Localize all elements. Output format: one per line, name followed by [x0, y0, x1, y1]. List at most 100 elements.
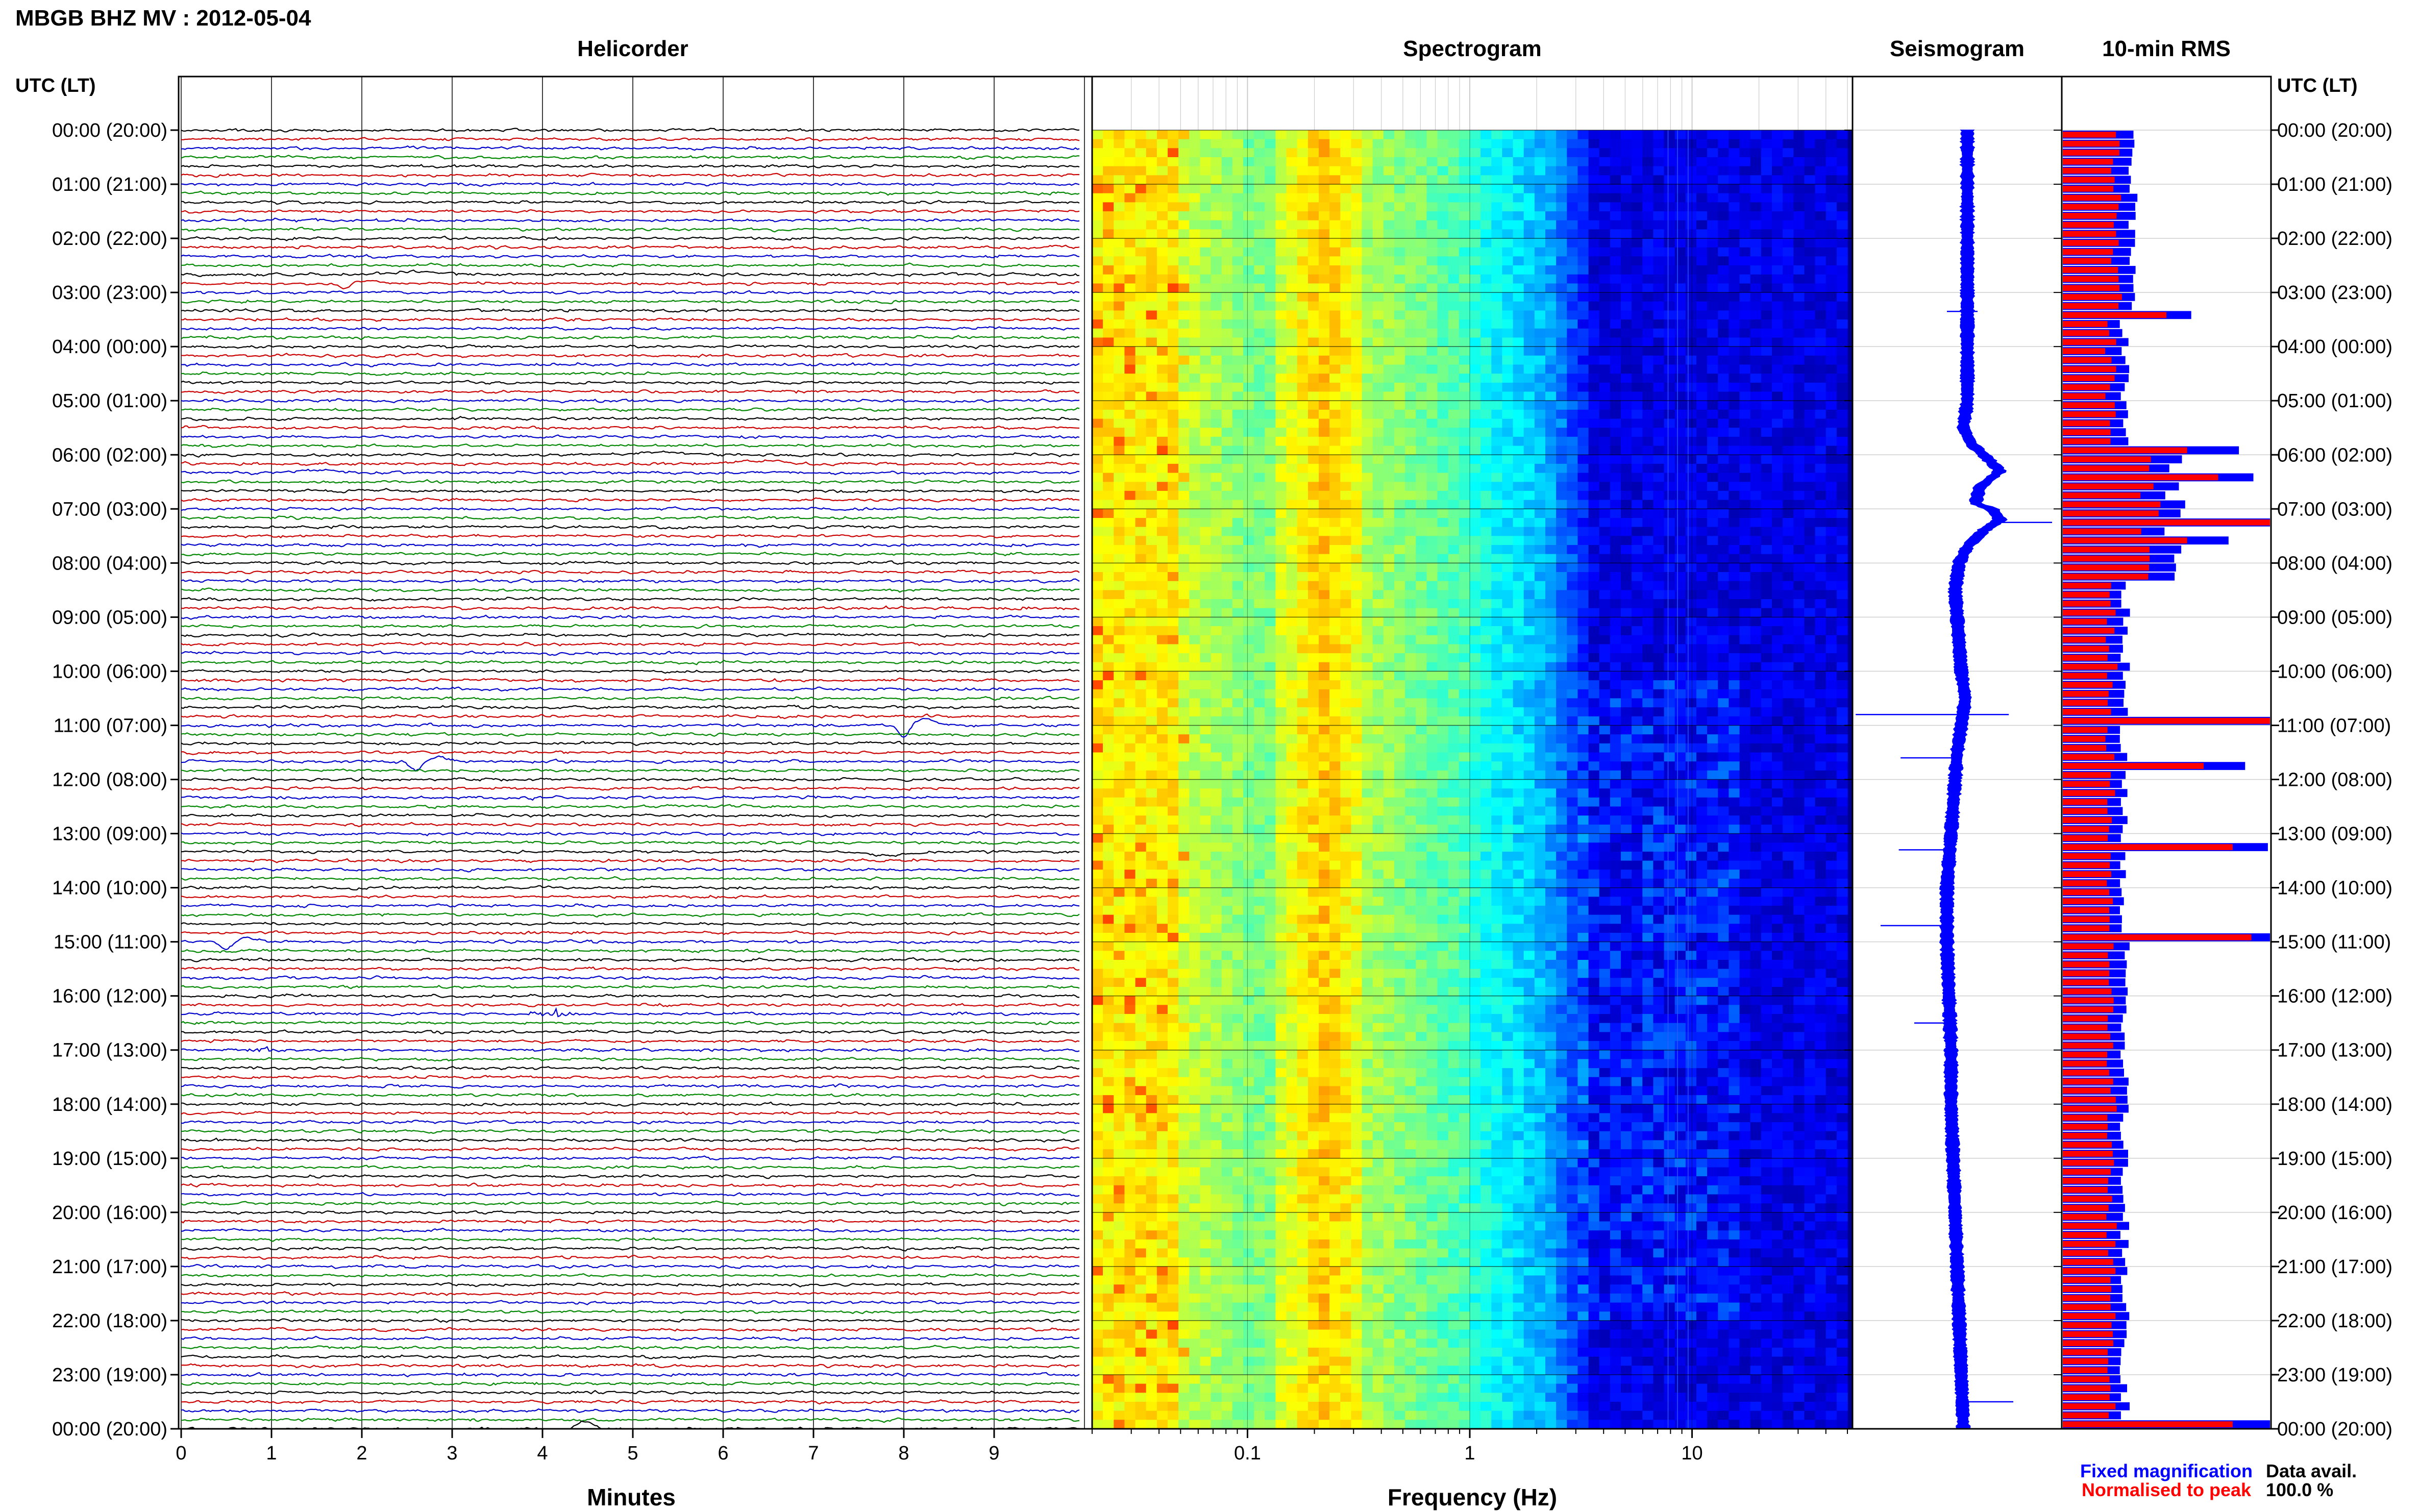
spectrogram-cell	[1610, 490, 1621, 501]
spectrogram-cell	[1232, 337, 1244, 347]
spectrogram-cell	[1707, 554, 1718, 563]
spectrogram-cell	[1232, 743, 1244, 753]
spectrogram-cell	[1653, 364, 1665, 374]
spectrogram-cell	[1351, 220, 1363, 230]
spectrogram-cell	[1286, 193, 1298, 203]
spectrogram-cell	[1707, 743, 1718, 753]
spectrogram-cell	[1685, 518, 1697, 528]
spectrogram-cell	[1426, 473, 1438, 482]
spectrogram-cell	[1254, 355, 1265, 365]
spectrogram-cell	[1211, 455, 1222, 464]
spectrogram-cell	[1200, 391, 1212, 401]
spectrogram-cell	[1545, 707, 1557, 717]
spectrogram-cell	[1534, 590, 1546, 600]
spectrogram-cell	[1772, 401, 1783, 410]
spectrogram-cell	[1416, 238, 1427, 248]
spectrogram-cell	[1146, 761, 1157, 771]
spectrogram-cell	[1718, 193, 1730, 203]
spectrogram-cell	[1189, 211, 1201, 221]
spectrogram-cell	[1556, 455, 1567, 464]
spectrogram-cell	[1513, 220, 1524, 230]
spectrogram-cell	[1178, 518, 1190, 528]
spectrogram-cell	[1103, 653, 1114, 663]
spectrogram-cell	[1221, 247, 1233, 257]
spectrogram-cell	[1502, 364, 1514, 374]
spectrogram-cell	[1265, 391, 1276, 401]
spectrogram-cell	[1632, 229, 1643, 239]
spectrogram-cell	[1254, 139, 1265, 148]
spectrogram-cell	[1621, 418, 1632, 428]
spectrogram-cell	[1135, 346, 1147, 356]
spectrogram-cell	[1696, 725, 1708, 735]
spectrogram-cell	[1221, 482, 1233, 491]
spectrogram-cell	[1189, 202, 1201, 212]
spectrogram-cell	[1265, 283, 1276, 293]
spectrogram-cell	[1718, 635, 1730, 645]
spectrogram-cell	[1783, 148, 1794, 158]
spectrogram-cell	[1588, 256, 1600, 266]
spectrogram-cell	[1696, 743, 1708, 753]
spectrogram-cell	[1405, 689, 1416, 699]
spectrogram-cell	[1124, 256, 1136, 266]
spectrogram-cell	[1307, 509, 1319, 518]
spectrogram-cell	[1567, 401, 1578, 410]
spectrogram-cell	[1761, 617, 1772, 627]
spectrogram-cell	[1394, 518, 1405, 528]
spectrogram-cell	[1750, 707, 1762, 717]
spectrogram-cell	[1783, 256, 1794, 266]
spectrogram-cell	[1146, 581, 1157, 590]
spectrogram-cell	[1459, 391, 1470, 401]
spectrogram-cell	[1491, 220, 1503, 230]
spectrogram-cell	[1545, 418, 1557, 428]
spectrogram-cell	[1772, 707, 1783, 717]
spectrogram-cell	[1340, 148, 1352, 158]
spectrogram-cell	[1297, 139, 1309, 148]
spectrogram-cell	[1534, 743, 1546, 753]
spectrogram-cell	[1232, 680, 1244, 690]
spectrogram-cell	[1588, 752, 1600, 762]
spectrogram-cell	[1534, 184, 1546, 194]
spectrogram-cell	[1275, 581, 1287, 590]
spectrogram-cell	[1114, 256, 1125, 266]
spectrogram-cell	[1707, 698, 1718, 708]
spectrogram-cell	[1513, 545, 1524, 555]
spectrogram-cell	[1729, 536, 1740, 546]
spectrogram-cell	[1761, 265, 1772, 275]
spectrogram-cell	[1232, 301, 1244, 311]
spectrogram-cell	[1632, 238, 1643, 248]
spectrogram-cell	[1502, 319, 1514, 329]
spectrogram-cell	[1696, 374, 1708, 383]
spectrogram-cell	[1459, 374, 1470, 383]
spectrogram-cell	[1124, 725, 1136, 735]
spectrogram-cell	[1459, 536, 1470, 546]
spectrogram-cell	[1804, 707, 1816, 717]
spectrogram-cell	[1092, 418, 1103, 428]
spectrogram-cell	[1221, 662, 1233, 672]
spectrogram-cell	[1739, 238, 1751, 248]
spectrogram-cell	[1696, 572, 1708, 582]
spectrogram-cell	[1674, 274, 1686, 284]
spectrogram-cell	[1729, 283, 1740, 293]
spectrogram-cell	[1523, 599, 1535, 609]
spectrogram-cell	[1836, 698, 1848, 708]
spectrogram-cell	[1815, 626, 1826, 636]
spectrogram-cell	[1329, 265, 1341, 275]
spectrogram-cell	[1254, 662, 1265, 672]
spectrogram-cell	[1772, 509, 1783, 518]
spectrogram-cell	[1718, 590, 1730, 600]
spectrogram-cell	[1577, 436, 1589, 447]
spectrogram-cell	[1297, 644, 1309, 654]
spectrogram-cell	[1513, 274, 1524, 284]
spectrogram-cell	[1718, 157, 1730, 167]
spectrogram-cell	[1275, 148, 1287, 158]
spectrogram-cell	[1610, 157, 1621, 167]
spectrogram-cell	[1750, 518, 1762, 528]
spectrogram-cell	[1405, 463, 1416, 474]
spectrogram-cell	[1632, 193, 1643, 203]
spectrogram-cell	[1523, 319, 1535, 329]
spectrogram-cell	[1319, 202, 1330, 212]
spectrogram-cell	[1362, 193, 1373, 203]
spectrogram-cell	[1836, 617, 1848, 627]
spectrogram-cell	[1124, 671, 1136, 681]
spectrogram-cell	[1653, 428, 1665, 437]
